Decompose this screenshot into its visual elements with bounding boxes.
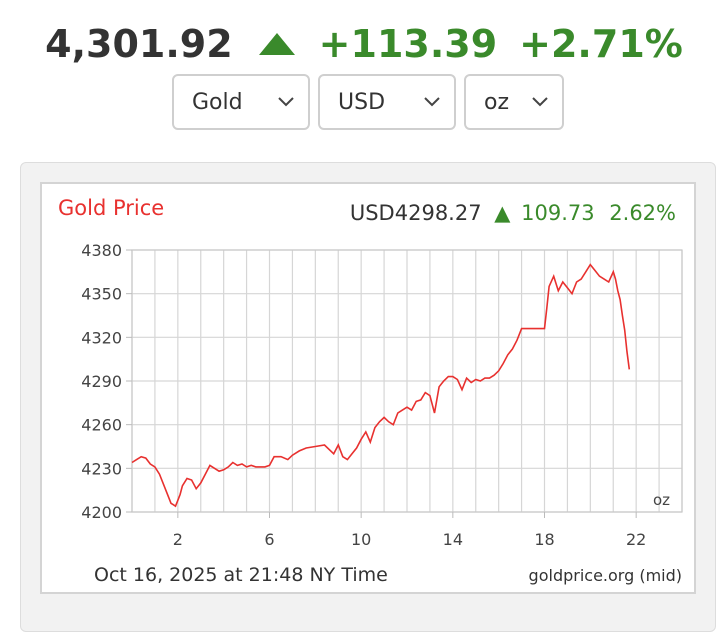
y-tick-label: 4350 — [81, 285, 122, 304]
gold-price-chart: Gold Price USD4298.27 ▲ 109.73 2.62% 420… — [58, 196, 683, 586]
chevron-down-icon — [532, 97, 548, 107]
y-tick-label: 4290 — [81, 372, 122, 391]
chart-timestamp: Oct 16, 2025 at 21:48 NY Time — [94, 564, 388, 586]
x-tick-label: 18 — [534, 530, 554, 549]
x-axis: 2 6 10 14 18 22 — [173, 512, 646, 549]
x-tick-label: 14 — [443, 530, 463, 549]
x-tick-label: 22 — [626, 530, 646, 549]
spot-price: 4,301.92 — [45, 22, 233, 66]
x-tick-label: 2 — [173, 530, 183, 549]
metal-select-value: Gold — [192, 89, 243, 115]
header-change-percent: 2.62% — [609, 201, 676, 225]
chart-title: Gold Price — [58, 196, 164, 220]
chevron-down-icon — [424, 97, 440, 107]
y-tick-label: 4200 — [81, 503, 122, 522]
chart-grid — [131, 249, 683, 513]
header-up-arrow-icon: ▲ — [494, 201, 511, 225]
y-axis: 4200 4230 4260 4290 4320 4350 4380 — [81, 241, 132, 522]
x-tick-label: 6 — [264, 530, 274, 549]
chart-header-quote: USD4298.27 ▲ 109.73 2.62% — [350, 201, 676, 225]
up-arrow-icon — [258, 33, 295, 55]
chart-frame — [40, 182, 696, 594]
header-price: USD4298.27 — [350, 201, 482, 225]
y-tick-label: 4260 — [81, 416, 122, 435]
y-tick-label: 4320 — [81, 328, 122, 347]
selector-bar: Gold USD oz — [172, 74, 564, 130]
currency-select-value: USD — [338, 89, 386, 115]
currency-select[interactable]: USD — [318, 74, 456, 130]
header-change: 109.73 — [521, 201, 594, 225]
y-tick-label: 4230 — [81, 459, 122, 478]
chart-source: goldprice.org (mid) — [529, 566, 682, 585]
gold-price-line — [131, 263, 631, 508]
unit-select-value: oz — [484, 89, 510, 115]
chevron-down-icon — [278, 97, 294, 107]
unit-select[interactable]: oz — [464, 74, 564, 130]
y-tick-label: 4380 — [81, 241, 122, 260]
metal-select[interactable]: Gold — [172, 74, 310, 130]
price-ticker: 4,301.92 +113.39 +2.71% — [0, 18, 728, 70]
price-change: +113.39 — [318, 22, 498, 66]
unit-label: oz — [653, 491, 670, 509]
x-tick-label: 10 — [351, 530, 371, 549]
price-change-percent: +2.71% — [519, 22, 683, 66]
